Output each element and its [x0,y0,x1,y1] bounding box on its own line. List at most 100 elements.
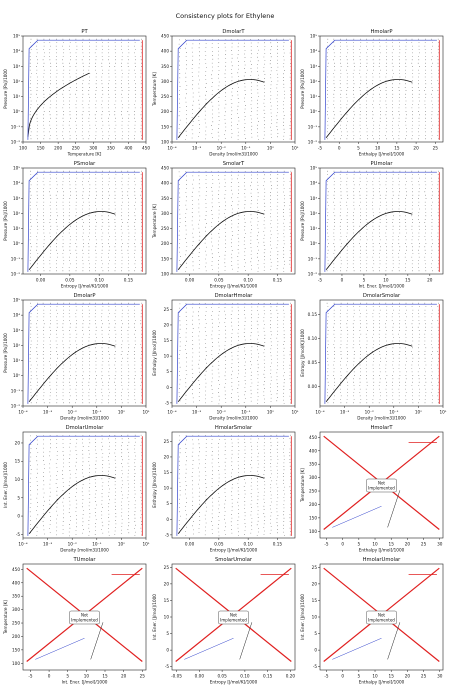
x-tick-label: 200 [54,146,62,151]
plot-frame [171,431,296,539]
data-points [29,302,143,404]
subplot-dmolarsmolar: DmolarSmolar 10⁻⁴ 10⁻³ 10⁻² 10⁻¹ 10⁰ 10¹ 0.00 0.… [300,293,447,421]
note-box [69,610,100,625]
blue-line [332,637,382,660]
y-tick-label: 0.00 [308,384,318,389]
y-tick-label: 20 [312,581,318,586]
y-tick-label: 250 [309,489,317,494]
x-axis-label: Enthalpy [J/mol]/1000 [359,548,405,553]
plot-area [27,302,143,404]
x-tick-label: 30 [437,674,443,679]
y-tick-label: 10³ [310,196,317,201]
y-tick-label: 10 [164,486,170,491]
x-tick-label: 10⁻² [217,410,227,415]
data-points [29,38,143,140]
saturation-curve [325,79,413,139]
note-box [366,478,397,493]
x-tick-label: 15 [405,278,411,283]
note-text: Not [378,481,385,486]
saturation-curve [177,475,265,535]
y-tick-label: 10³ [13,328,20,333]
plot-area [324,38,440,140]
subplot-title: HmolarT [370,425,393,431]
boundary-line [176,171,289,272]
y-tick-label: 5 [166,369,169,374]
plot-area [176,38,292,141]
y-tick-label: 10⁻¹ [11,124,21,129]
x-tick-label: 20 [405,674,411,679]
boundary-line [27,435,140,536]
x-tick-label: 15 [102,674,108,679]
subplot-hmolart: HmolarT -5 0 5 10 15 20 25 30 100 150 200 250 300 350 4… [300,425,444,553]
x-tick-label: 0.05 [214,542,224,547]
y-tick-label: 10⁰ [310,241,317,246]
saturation-curve [28,343,116,403]
x-axis-label: Density [mol/m3]/1000 [60,548,109,553]
x-tick-label: 0 [341,542,344,547]
plot-frame [171,167,296,275]
x-tick-label: 25 [140,674,146,679]
note-box [366,610,397,625]
saturation-curve [325,343,413,403]
x-tick-label: 10⁻³ [43,542,53,547]
x-tick-label: 10⁻⁴ [18,410,28,415]
y-tick-label: 10 [15,477,21,482]
subplot-dmolarp: DmolarP 10⁻⁴ 10⁻³ 10⁻² 10⁻¹ 10⁰ 10¹ 10⁻² 10⁻¹ 10⁰… [3,293,150,421]
y-axis-label: Pressure [Pa]/1000 [300,69,305,109]
x-tick-label: 20 [121,674,127,679]
x-tick-label: 10⁻² [217,146,227,151]
x-tick-label: 0.15 [273,278,283,283]
y-tick-label: 15 [164,598,170,603]
y-tick-label: 10⁻¹ [11,388,21,393]
x-tick-label: 15 [394,146,400,151]
x-tick-label: 10⁻³ [192,410,202,415]
plot-frame [171,35,296,143]
x-tick-label: -5 [324,542,329,547]
black-line [387,490,401,528]
x-tick-label: 0 [341,674,344,679]
data-points [29,434,143,537]
x-tick-label: 10¹ [142,542,149,547]
black-line [387,622,401,660]
x-tick-label: 30 [437,542,443,547]
x-tick-label: 300 [89,146,97,151]
y-tick-label: 0 [314,648,317,653]
plot-area [176,434,292,537]
x-tick-label: 25 [421,542,427,547]
plot-area [27,434,143,537]
saturation-curve [27,72,90,137]
figure-suptitle: Consistency plots for Ethylene [175,12,275,20]
y-tick-label: 5 [166,501,169,506]
x-tick-label: 10⁻² [68,410,78,415]
y-tick-label: 300 [161,79,169,84]
x-tick-label: 10¹ [439,410,446,415]
y-tick-label: 100 [161,140,169,145]
x-tick-label: 0.15 [263,674,273,679]
subplot-title: HmolarSmolar [215,425,253,431]
y-tick-label: -5 [16,532,21,537]
y-tick-label: 10⁻¹ [308,124,318,129]
y-tick-label: 200 [161,241,169,246]
x-axis-label: Enthalpy [J/mol]/1000 [359,152,405,157]
y-tick-label: 25 [164,307,170,312]
y-axis-label: Enthalpy [J/mol]/1000 [152,330,157,376]
x-tick-label: 10⁻² [365,410,375,415]
y-tick-label: 300 [12,607,20,612]
plot-frame [22,299,147,407]
y-tick-label: 10⁵ [13,298,20,303]
x-axis-label: Density [mol/m3]/1000 [209,416,258,421]
plot-frame [319,167,444,275]
y-tick-label: 10³ [13,196,20,201]
plot-frame [319,35,444,143]
x-tick-label: 5 [363,278,366,283]
subplot-title: HmolarP [370,29,392,35]
x-tick-label: 350 [107,146,115,151]
y-axis-label: Temperature [K] [3,600,8,635]
subplot-smolarumolar: SmolarUmolar -0.05 0.00 0.05 0.10 0.15 0.20 -5 0… [152,557,295,685]
y-tick-label: 350 [161,196,169,201]
saturation-curve [177,79,265,139]
x-tick-label: 20 [413,146,419,151]
y-tick-label: 10² [310,79,317,84]
x-tick-label: 10⁻¹ [389,410,399,415]
